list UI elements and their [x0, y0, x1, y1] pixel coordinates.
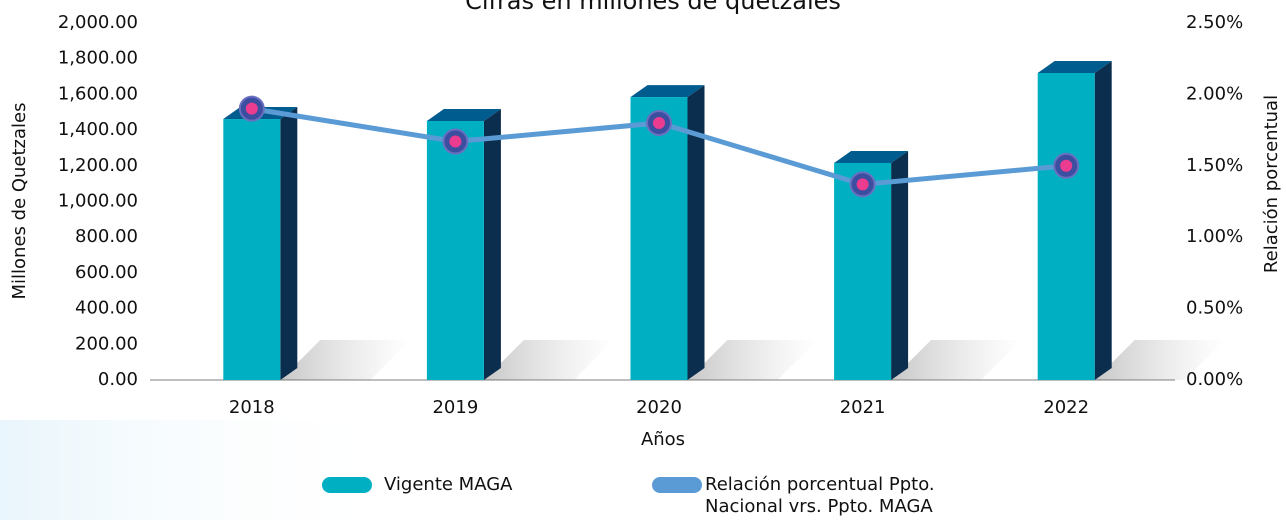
line-marker-center — [856, 178, 869, 191]
y2-tick-label: 0.50% — [1186, 298, 1243, 319]
bar-side — [483, 108, 501, 381]
x-tick-label: 2020 — [636, 397, 682, 418]
bar-top — [834, 150, 909, 163]
x-tick-label: 2021 — [840, 397, 886, 418]
y2-tick-label: 1.00% — [1186, 226, 1243, 247]
y-tick-label: 2,000.00 — [58, 12, 138, 33]
bar-top — [426, 108, 501, 121]
chart-title: Cifras en millones de quetzales — [465, 0, 841, 15]
y2-axis-title: Relación porcentual — [1261, 95, 1282, 273]
bar — [1037, 72, 1095, 380]
y-tick-label: 0.00 — [98, 369, 138, 390]
line-marker-center — [1060, 159, 1073, 172]
bar-side — [280, 107, 298, 381]
bar-side — [1094, 60, 1112, 380]
line-marker-center — [653, 116, 665, 129]
y-axis-title: Millones de Quetzales — [9, 103, 30, 300]
x-tick-label: 2022 — [1043, 397, 1089, 418]
bar — [426, 120, 484, 381]
bar-shadow — [483, 340, 614, 380]
bar-shadow — [891, 340, 1022, 380]
x-tick-label: 2019 — [432, 397, 478, 418]
bar-top — [1037, 60, 1112, 73]
bar-side — [687, 85, 705, 380]
x-tick-label: 2018 — [229, 397, 275, 418]
y2-tick-label: 2.00% — [1186, 83, 1243, 104]
legend-swatch — [652, 477, 702, 493]
y2-tick-label: 1.50% — [1186, 155, 1243, 176]
bar — [223, 119, 281, 381]
legend-swatch — [322, 477, 372, 493]
y-tick-label: 200.00 — [75, 333, 138, 354]
bar-side — [891, 150, 909, 380]
bar-shadow — [280, 340, 411, 380]
y2-tick-label: 0.00% — [1186, 369, 1243, 390]
legend-label: Relación porcentual Ppto. Nacional vrs. … — [705, 474, 935, 517]
line-marker-center — [245, 102, 258, 115]
y2-tick-label: 2.50% — [1186, 12, 1243, 33]
y-tick-label: 1,200.00 — [58, 155, 138, 176]
y-tick-label: 800.00 — [75, 226, 138, 247]
y-tick-label: 600.00 — [75, 262, 138, 283]
legend-label: Vigente MAGA — [384, 474, 513, 495]
bar-shadow — [687, 340, 818, 380]
y-tick-label: 400.00 — [75, 298, 138, 319]
line-marker-center — [449, 135, 462, 148]
bar-top — [630, 85, 705, 98]
y-tick-label: 1,400.00 — [58, 119, 138, 140]
x-axis-title: Años — [641, 429, 685, 450]
bar-shadow — [1094, 340, 1225, 380]
bar — [630, 97, 688, 380]
background-glow — [0, 420, 400, 520]
y-tick-label: 1,600.00 — [58, 83, 138, 104]
bar — [834, 162, 892, 380]
y-tick-label: 1,800.00 — [58, 48, 138, 69]
y-tick-label: 1,000.00 — [58, 191, 138, 212]
